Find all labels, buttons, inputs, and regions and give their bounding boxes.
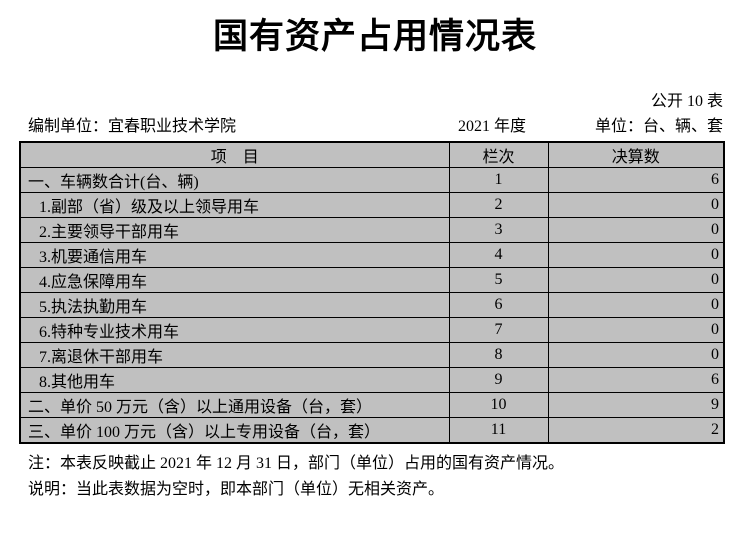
- column-header-final-value: 决算数: [547, 141, 725, 168]
- footnote-empty-data: 说明：当此表数据为空时，即本部门（单位）无相关资产。: [28, 481, 445, 498]
- column-no-cell: 1: [448, 167, 549, 193]
- table-row: 7.离退休干部用车 8 0: [19, 342, 725, 368]
- item-cell: 3.机要通信用车: [19, 242, 450, 268]
- column-no-cell: 10: [448, 392, 549, 418]
- table-row: 3.机要通信用车 4 0: [19, 242, 725, 268]
- column-no-cell: 8: [448, 342, 549, 368]
- sheet-number-label: 公开 10 表: [650, 93, 723, 110]
- table-row: 2.主要领导干部用车 3 0: [19, 217, 725, 243]
- table-row: 1.副部（省）级及以上领导用车 2 0: [19, 192, 725, 218]
- item-cell: 5.执法执勤用车: [19, 292, 450, 318]
- column-no-cell: 11: [448, 417, 549, 444]
- table-header-row: 项 目 栏次 决算数: [19, 141, 725, 168]
- item-cell: 1.副部（省）级及以上领导用车: [19, 192, 450, 218]
- final-value-cell: 0: [547, 317, 725, 343]
- final-value-cell: 0: [547, 292, 725, 318]
- final-value-cell: 6: [547, 167, 725, 193]
- final-value-cell: 2: [547, 417, 725, 444]
- asset-table-body: 一、车辆数合计(台、辆) 1 6 1.副部（省）级及以上领导用车 2 0 2.主要领导干部用…: [19, 167, 725, 444]
- final-value-cell: 0: [547, 342, 725, 368]
- unit-label: 单位：台、辆、套: [594, 118, 723, 135]
- column-no-cell: 6: [448, 292, 549, 318]
- item-cell: 8.其他用车: [19, 367, 450, 393]
- table-row: 5.执法执勤用车 6 0: [19, 292, 725, 318]
- column-no-cell: 3: [448, 217, 549, 243]
- final-value-cell: 0: [547, 267, 725, 293]
- table-row: 一、车辆数合计(台、辆) 1 6: [19, 167, 725, 193]
- column-no-cell: 2: [448, 192, 549, 218]
- table-row: 8.其他用车 9 6: [19, 367, 725, 393]
- table-row: 三、单价 100 万元（含）以上专用设备（台，套） 11 2: [19, 417, 725, 444]
- item-cell: 7.离退休干部用车: [19, 342, 450, 368]
- prepared-by-label: 编制单位：宜春职业技术学院: [28, 118, 237, 135]
- page-title: 国有资产占用情况表: [212, 17, 537, 56]
- table-row: 6.特种专业技术用车 7 0: [19, 317, 725, 343]
- item-cell: 二、单价 50 万元（含）以上通用设备（台，套）: [19, 392, 450, 418]
- column-header-column-no: 栏次: [448, 141, 549, 168]
- item-cell: 2.主要领导干部用车: [19, 217, 450, 243]
- final-value-cell: 0: [547, 192, 725, 218]
- column-no-cell: 7: [448, 317, 549, 343]
- column-no-cell: 5: [448, 267, 549, 293]
- asset-occupation-table: 项 目 栏次 决算数 一、车辆数合计(台、辆) 1 6 1.副部（省）级及以上领导用车…: [19, 141, 725, 444]
- footnote-scope: 注：本表反映截止 2021 年 12 月 31 日，部门（单位）占用的国有资产情…: [28, 455, 565, 472]
- report-meta-row: 编制单位：宜春职业技术学院 2021 年度 单位：台、辆、套: [0, 113, 750, 141]
- final-value-cell: 6: [547, 367, 725, 393]
- table-row: 4.应急保障用车 5 0: [19, 267, 725, 293]
- column-header-item: 项 目: [19, 141, 450, 168]
- column-no-cell: 4: [448, 242, 549, 268]
- final-value-cell: 0: [547, 242, 725, 268]
- final-value-cell: 9: [547, 392, 725, 418]
- table-row: 二、单价 50 万元（含）以上通用设备（台，套） 10 9: [19, 392, 725, 418]
- footnotes: 注：本表反映截止 2021 年 12 月 31 日，部门（单位）占用的国有资产情…: [28, 451, 750, 503]
- item-cell: 4.应急保障用车: [19, 267, 450, 293]
- item-cell: 三、单价 100 万元（含）以上专用设备（台，套）: [19, 417, 450, 444]
- item-cell: 一、车辆数合计(台、辆): [19, 167, 450, 193]
- column-no-cell: 9: [448, 367, 549, 393]
- final-value-cell: 0: [547, 217, 725, 243]
- state-asset-report-page: { "document": { "title": "国有资产占用情况表", "s…: [0, 14, 750, 541]
- fiscal-year-label: 2021 年度: [458, 118, 527, 135]
- item-cell: 6.特种专业技术用车: [19, 317, 450, 343]
